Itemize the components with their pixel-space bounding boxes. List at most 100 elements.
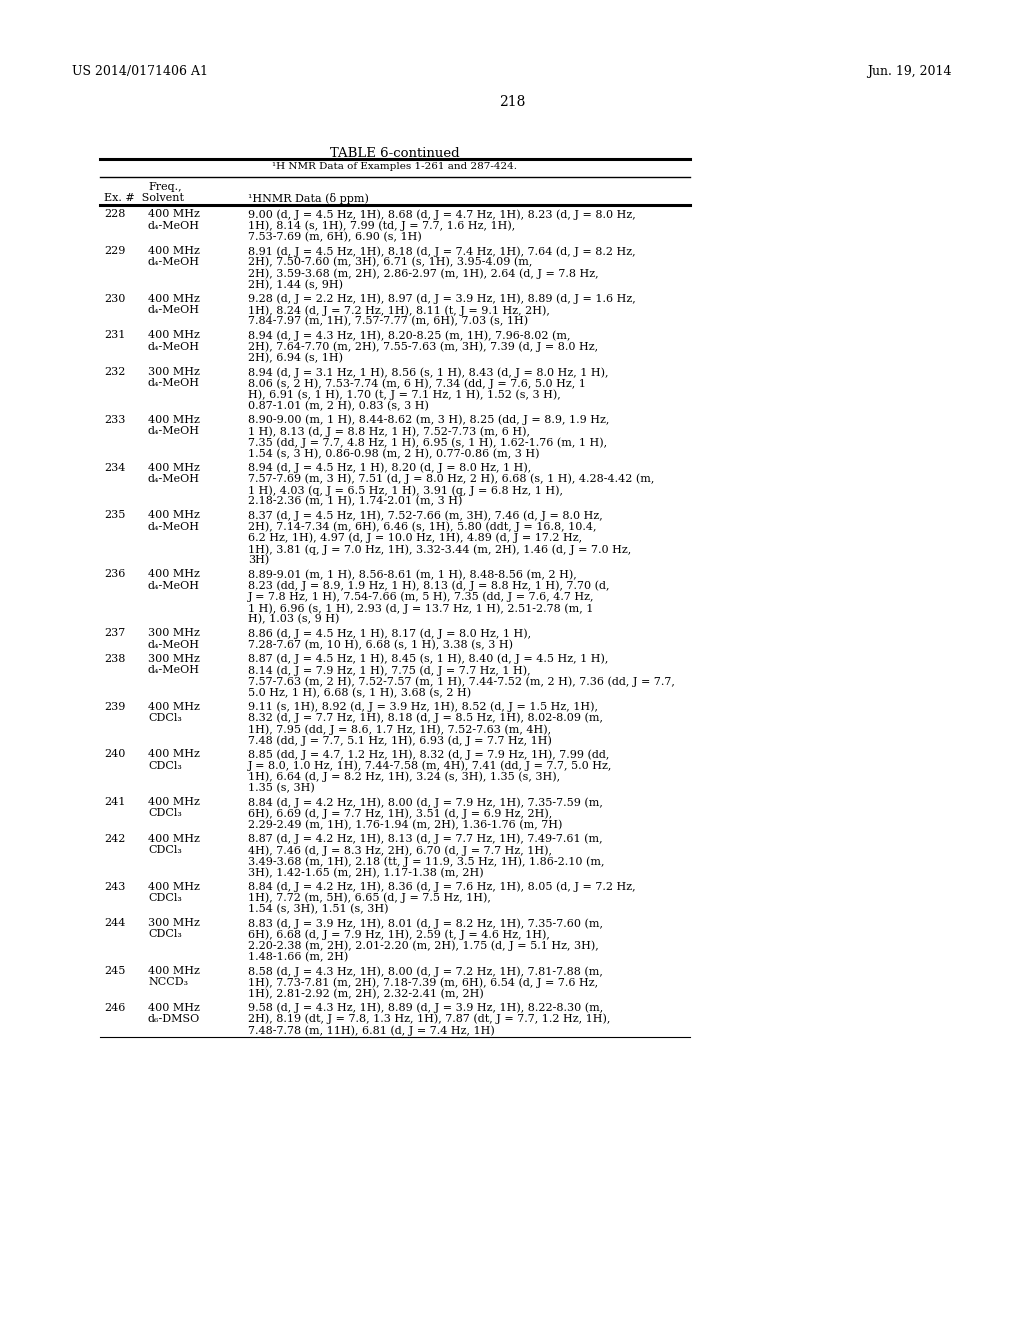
Text: 229: 229 xyxy=(104,246,125,256)
Text: d₄-MeOH: d₄-MeOH xyxy=(148,220,200,231)
Text: 400 MHz: 400 MHz xyxy=(148,834,200,843)
Text: 2H), 3.59-3.68 (m, 2H), 2.86-2.97 (m, 1H), 2.64 (d, J = 7.8 Hz,: 2H), 3.59-3.68 (m, 2H), 2.86-2.97 (m, 1H… xyxy=(248,268,599,279)
Text: CDCl₃: CDCl₃ xyxy=(148,808,182,818)
Text: 230: 230 xyxy=(104,294,125,304)
Text: ¹HNMR Data (δ ppm): ¹HNMR Data (δ ppm) xyxy=(248,193,369,205)
Text: 2H), 8.19 (dt, J = 7.8, 1.3 Hz, 1H), 7.87 (dt, J = 7.7, 1.2 Hz, 1H),: 2H), 8.19 (dt, J = 7.8, 1.3 Hz, 1H), 7.8… xyxy=(248,1014,610,1024)
Text: 8.86 (d, J = 4.5 Hz, 1 H), 8.17 (d, J = 8.0 Hz, 1 H),: 8.86 (d, J = 4.5 Hz, 1 H), 8.17 (d, J = … xyxy=(248,628,531,639)
Text: 400 MHz: 400 MHz xyxy=(148,462,200,473)
Text: 1H), 8.14 (s, 1H), 7.99 (td, J = 7.7, 1.6 Hz, 1H),: 1H), 8.14 (s, 1H), 7.99 (td, J = 7.7, 1.… xyxy=(248,220,515,231)
Text: 6.2 Hz, 1H), 4.97 (d, J = 10.0 Hz, 1H), 4.89 (d, J = 17.2 Hz,: 6.2 Hz, 1H), 4.97 (d, J = 10.0 Hz, 1H), … xyxy=(248,533,582,544)
Text: 2H), 7.14-7.34 (m, 6H), 6.46 (s, 1H), 5.80 (ddt, J = 16.8, 10.4,: 2H), 7.14-7.34 (m, 6H), 6.46 (s, 1H), 5.… xyxy=(248,521,597,532)
Text: 5.0 Hz, 1 H), 6.68 (s, 1 H), 3.68 (s, 2 H): 5.0 Hz, 1 H), 6.68 (s, 1 H), 3.68 (s, 2 … xyxy=(248,688,471,698)
Text: 3.49-3.68 (m, 1H), 2.18 (tt, J = 11.9, 3.5 Hz, 1H), 1.86-2.10 (m,: 3.49-3.68 (m, 1H), 2.18 (tt, J = 11.9, 3… xyxy=(248,857,604,867)
Text: 400 MHz: 400 MHz xyxy=(148,702,200,711)
Text: 300 MHz: 300 MHz xyxy=(148,367,200,378)
Text: 7.28-7.67 (m, 10 H), 6.68 (s, 1 H), 3.38 (s, 3 H): 7.28-7.67 (m, 10 H), 6.68 (s, 1 H), 3.38… xyxy=(248,640,513,649)
Text: 400 MHz: 400 MHz xyxy=(148,511,200,520)
Text: 240: 240 xyxy=(104,750,125,759)
Text: 300 MHz: 300 MHz xyxy=(148,628,200,639)
Text: 231: 231 xyxy=(104,330,125,341)
Text: 233: 233 xyxy=(104,414,125,425)
Text: 246: 246 xyxy=(104,1003,125,1012)
Text: 1H), 7.72 (m, 5H), 6.65 (d, J = 7.5 Hz, 1H),: 1H), 7.72 (m, 5H), 6.65 (d, J = 7.5 Hz, … xyxy=(248,892,490,903)
Text: NCCD₃: NCCD₃ xyxy=(148,977,188,987)
Text: 7.35 (dd, J = 7.7, 4.8 Hz, 1 H), 6.95 (s, 1 H), 1.62-1.76 (m, 1 H),: 7.35 (dd, J = 7.7, 4.8 Hz, 1 H), 6.95 (s… xyxy=(248,437,607,447)
Text: 8.85 (dd, J = 4.7, 1.2 Hz, 1H), 8.32 (d, J = 7.9 Hz, 1H), 7.99 (dd,: 8.85 (dd, J = 4.7, 1.2 Hz, 1H), 8.32 (d,… xyxy=(248,750,609,760)
Text: 1H), 3.81 (q, J = 7.0 Hz, 1H), 3.32-3.44 (m, 2H), 1.46 (d, J = 7.0 Hz,: 1H), 3.81 (q, J = 7.0 Hz, 1H), 3.32-3.44… xyxy=(248,544,631,554)
Text: d₄-MeOH: d₄-MeOH xyxy=(148,305,200,315)
Text: 8.58 (d, J = 4.3 Hz, 1H), 8.00 (d, J = 7.2 Hz, 1H), 7.81-7.88 (m,: 8.58 (d, J = 4.3 Hz, 1H), 8.00 (d, J = 7… xyxy=(248,966,603,977)
Text: d₄-MeOH: d₄-MeOH xyxy=(148,521,200,532)
Text: 1.48-1.66 (m, 2H): 1.48-1.66 (m, 2H) xyxy=(248,952,348,962)
Text: 7.84-7.97 (m, 1H), 7.57-7.77 (m, 6H), 7.03 (s, 1H): 7.84-7.97 (m, 1H), 7.57-7.77 (m, 6H), 7.… xyxy=(248,317,528,326)
Text: 1 H), 8.13 (d, J = 8.8 Hz, 1 H), 7.52-7.73 (m, 6 H),: 1 H), 8.13 (d, J = 8.8 Hz, 1 H), 7.52-7.… xyxy=(248,426,530,437)
Text: 0.87-1.01 (m, 2 H), 0.83 (s, 3 H): 0.87-1.01 (m, 2 H), 0.83 (s, 3 H) xyxy=(248,400,429,411)
Text: 1H), 7.73-7.81 (m, 2H), 7.18-7.39 (m, 6H), 6.54 (d, J = 7.6 Hz,: 1H), 7.73-7.81 (m, 2H), 7.18-7.39 (m, 6H… xyxy=(248,977,598,987)
Text: 8.14 (d, J = 7.9 Hz, 1 H), 7.75 (d, J = 7.7 Hz, 1 H),: 8.14 (d, J = 7.9 Hz, 1 H), 7.75 (d, J = … xyxy=(248,665,530,676)
Text: 238: 238 xyxy=(104,653,125,664)
Text: 9.00 (d, J = 4.5 Hz, 1H), 8.68 (d, J = 4.7 Hz, 1H), 8.23 (d, J = 8.0 Hz,: 9.00 (d, J = 4.5 Hz, 1H), 8.68 (d, J = 4… xyxy=(248,210,636,220)
Text: 7.48-7.78 (m, 11H), 6.81 (d, J = 7.4 Hz, 1H): 7.48-7.78 (m, 11H), 6.81 (d, J = 7.4 Hz,… xyxy=(248,1026,495,1036)
Text: 7.48 (dd, J = 7.7, 5.1 Hz, 1H), 6.93 (d, J = 7.7 Hz, 1H): 7.48 (dd, J = 7.7, 5.1 Hz, 1H), 6.93 (d,… xyxy=(248,735,552,746)
Text: 8.84 (d, J = 4.2 Hz, 1H), 8.00 (d, J = 7.9 Hz, 1H), 7.35-7.59 (m,: 8.84 (d, J = 4.2 Hz, 1H), 8.00 (d, J = 7… xyxy=(248,797,603,808)
Text: d₄-MeOH: d₄-MeOH xyxy=(148,474,200,484)
Text: 400 MHz: 400 MHz xyxy=(148,294,200,304)
Text: 242: 242 xyxy=(104,834,125,843)
Text: 2.20-2.38 (m, 2H), 2.01-2.20 (m, 2H), 1.75 (d, J = 5.1 Hz, 3H),: 2.20-2.38 (m, 2H), 2.01-2.20 (m, 2H), 1.… xyxy=(248,941,599,952)
Text: 2H), 7.50-7.60 (m, 3H), 6.71 (s, 1H), 3.95-4.09 (m,: 2H), 7.50-7.60 (m, 3H), 6.71 (s, 1H), 3.… xyxy=(248,257,532,268)
Text: 8.89-9.01 (m, 1 H), 8.56-8.61 (m, 1 H), 8.48-8.56 (m, 2 H),: 8.89-9.01 (m, 1 H), 8.56-8.61 (m, 1 H), … xyxy=(248,569,577,579)
Text: 235: 235 xyxy=(104,511,125,520)
Text: 9.11 (s, 1H), 8.92 (d, J = 3.9 Hz, 1H), 8.52 (d, J = 1.5 Hz, 1H),: 9.11 (s, 1H), 8.92 (d, J = 3.9 Hz, 1H), … xyxy=(248,702,598,713)
Text: ¹H NMR Data of Examples 1-261 and 287-424.: ¹H NMR Data of Examples 1-261 and 287-42… xyxy=(272,162,517,172)
Text: 1.35 (s, 3H): 1.35 (s, 3H) xyxy=(248,783,314,793)
Text: 8.83 (d, J = 3.9 Hz, 1H), 8.01 (d, J = 8.2 Hz, 1H), 7.35-7.60 (m,: 8.83 (d, J = 3.9 Hz, 1H), 8.01 (d, J = 8… xyxy=(248,919,603,929)
Text: 244: 244 xyxy=(104,919,125,928)
Text: CDCl₃: CDCl₃ xyxy=(148,760,182,771)
Text: 239: 239 xyxy=(104,702,125,711)
Text: Ex. #  Solvent: Ex. # Solvent xyxy=(104,193,184,203)
Text: 400 MHz: 400 MHz xyxy=(148,882,200,891)
Text: Freq.,: Freq., xyxy=(148,182,181,191)
Text: 8.23 (dd, J = 8.9, 1.9 Hz, 1 H), 8.13 (d, J = 8.8 Hz, 1 H), 7.70 (d,: 8.23 (dd, J = 8.9, 1.9 Hz, 1 H), 8.13 (d… xyxy=(248,581,609,591)
Text: 400 MHz: 400 MHz xyxy=(148,750,200,759)
Text: 1H), 2.81-2.92 (m, 2H), 2.32-2.41 (m, 2H): 1H), 2.81-2.92 (m, 2H), 2.32-2.41 (m, 2H… xyxy=(248,989,483,999)
Text: 8.84 (d, J = 4.2 Hz, 1H), 8.36 (d, J = 7.6 Hz, 1H), 8.05 (d, J = 7.2 Hz,: 8.84 (d, J = 4.2 Hz, 1H), 8.36 (d, J = 7… xyxy=(248,882,636,892)
Text: 400 MHz: 400 MHz xyxy=(148,330,200,341)
Text: 1 H), 6.96 (s, 1 H), 2.93 (d, J = 13.7 Hz, 1 H), 2.51-2.78 (m, 1: 1 H), 6.96 (s, 1 H), 2.93 (d, J = 13.7 H… xyxy=(248,603,593,614)
Text: 8.87 (d, J = 4.2 Hz, 1H), 8.13 (d, J = 7.7 Hz, 1H), 7.49-7.61 (m,: 8.87 (d, J = 4.2 Hz, 1H), 8.13 (d, J = 7… xyxy=(248,834,603,845)
Text: CDCl₃: CDCl₃ xyxy=(148,892,182,903)
Text: 9.58 (d, J = 4.3 Hz, 1H), 8.89 (d, J = 3.9 Hz, 1H), 8.22-8.30 (m,: 9.58 (d, J = 4.3 Hz, 1H), 8.89 (d, J = 3… xyxy=(248,1003,603,1014)
Text: 2H), 7.64-7.70 (m, 2H), 7.55-7.63 (m, 3H), 7.39 (d, J = 8.0 Hz,: 2H), 7.64-7.70 (m, 2H), 7.55-7.63 (m, 3H… xyxy=(248,342,598,352)
Text: US 2014/0171406 A1: US 2014/0171406 A1 xyxy=(72,65,208,78)
Text: 8.37 (d, J = 4.5 Hz, 1H), 7.52-7.66 (m, 3H), 7.46 (d, J = 8.0 Hz,: 8.37 (d, J = 4.5 Hz, 1H), 7.52-7.66 (m, … xyxy=(248,511,603,521)
Text: CDCl₃: CDCl₃ xyxy=(148,929,182,940)
Text: 3H): 3H) xyxy=(248,556,269,565)
Text: 8.94 (d, J = 4.5 Hz, 1 H), 8.20 (d, J = 8.0 Hz, 1 H),: 8.94 (d, J = 4.5 Hz, 1 H), 8.20 (d, J = … xyxy=(248,462,531,473)
Text: 1H), 6.64 (d, J = 8.2 Hz, 1H), 3.24 (s, 3H), 1.35 (s, 3H),: 1H), 6.64 (d, J = 8.2 Hz, 1H), 3.24 (s, … xyxy=(248,772,560,783)
Text: 2.29-2.49 (m, 1H), 1.76-1.94 (m, 2H), 1.36-1.76 (m, 7H): 2.29-2.49 (m, 1H), 1.76-1.94 (m, 2H), 1.… xyxy=(248,820,562,830)
Text: 6H), 6.68 (d, J = 7.9 Hz, 1H), 2.59 (t, J = 4.6 Hz, 1H),: 6H), 6.68 (d, J = 7.9 Hz, 1H), 2.59 (t, … xyxy=(248,929,550,940)
Text: 8.87 (d, J = 4.5 Hz, 1 H), 8.45 (s, 1 H), 8.40 (d, J = 4.5 Hz, 1 H),: 8.87 (d, J = 4.5 Hz, 1 H), 8.45 (s, 1 H)… xyxy=(248,653,608,664)
Text: 1.54 (s, 3 H), 0.86-0.98 (m, 2 H), 0.77-0.86 (m, 3 H): 1.54 (s, 3 H), 0.86-0.98 (m, 2 H), 0.77-… xyxy=(248,449,540,459)
Text: J = 7.8 Hz, 1 H), 7.54-7.66 (m, 5 H), 7.35 (dd, J = 7.6, 4.7 Hz,: J = 7.8 Hz, 1 H), 7.54-7.66 (m, 5 H), 7.… xyxy=(248,591,595,602)
Text: 1.54 (s, 3H), 1.51 (s, 3H): 1.54 (s, 3H), 1.51 (s, 3H) xyxy=(248,904,388,915)
Text: d₆-DMSO: d₆-DMSO xyxy=(148,1014,201,1024)
Text: 2H), 1.44 (s, 9H): 2H), 1.44 (s, 9H) xyxy=(248,280,343,290)
Text: J = 8.0, 1.0 Hz, 1H), 7.44-7.58 (m, 4H), 7.41 (dd, J = 7.7, 5.0 Hz,: J = 8.0, 1.0 Hz, 1H), 7.44-7.58 (m, 4H),… xyxy=(248,760,612,771)
Text: 8.06 (s, 2 H), 7.53-7.74 (m, 6 H), 7.34 (dd, J = 7.6, 5.0 Hz, 1: 8.06 (s, 2 H), 7.53-7.74 (m, 6 H), 7.34 … xyxy=(248,379,586,389)
Text: 7.53-7.69 (m, 6H), 6.90 (s, 1H): 7.53-7.69 (m, 6H), 6.90 (s, 1H) xyxy=(248,232,422,242)
Text: 234: 234 xyxy=(104,462,125,473)
Text: 228: 228 xyxy=(104,210,125,219)
Text: 2.18-2.36 (m, 1 H), 1.74-2.01 (m, 3 H): 2.18-2.36 (m, 1 H), 1.74-2.01 (m, 3 H) xyxy=(248,496,463,507)
Text: 1H), 7.95 (dd, J = 8.6, 1.7 Hz, 1H), 7.52-7.63 (m, 4H),: 1H), 7.95 (dd, J = 8.6, 1.7 Hz, 1H), 7.5… xyxy=(248,723,551,734)
Text: 400 MHz: 400 MHz xyxy=(148,1003,200,1012)
Text: 8.32 (d, J = 7.7 Hz, 1H), 8.18 (d, J = 8.5 Hz, 1H), 8.02-8.09 (m,: 8.32 (d, J = 7.7 Hz, 1H), 8.18 (d, J = 8… xyxy=(248,713,603,723)
Text: 400 MHz: 400 MHz xyxy=(148,966,200,975)
Text: d₄-MeOH: d₄-MeOH xyxy=(148,640,200,649)
Text: 8.90-9.00 (m, 1 H), 8.44-8.62 (m, 3 H), 8.25 (dd, J = 8.9, 1.9 Hz,: 8.90-9.00 (m, 1 H), 8.44-8.62 (m, 3 H), … xyxy=(248,414,609,425)
Text: 400 MHz: 400 MHz xyxy=(148,210,200,219)
Text: 241: 241 xyxy=(104,797,125,808)
Text: 245: 245 xyxy=(104,966,125,975)
Text: 300 MHz: 300 MHz xyxy=(148,653,200,664)
